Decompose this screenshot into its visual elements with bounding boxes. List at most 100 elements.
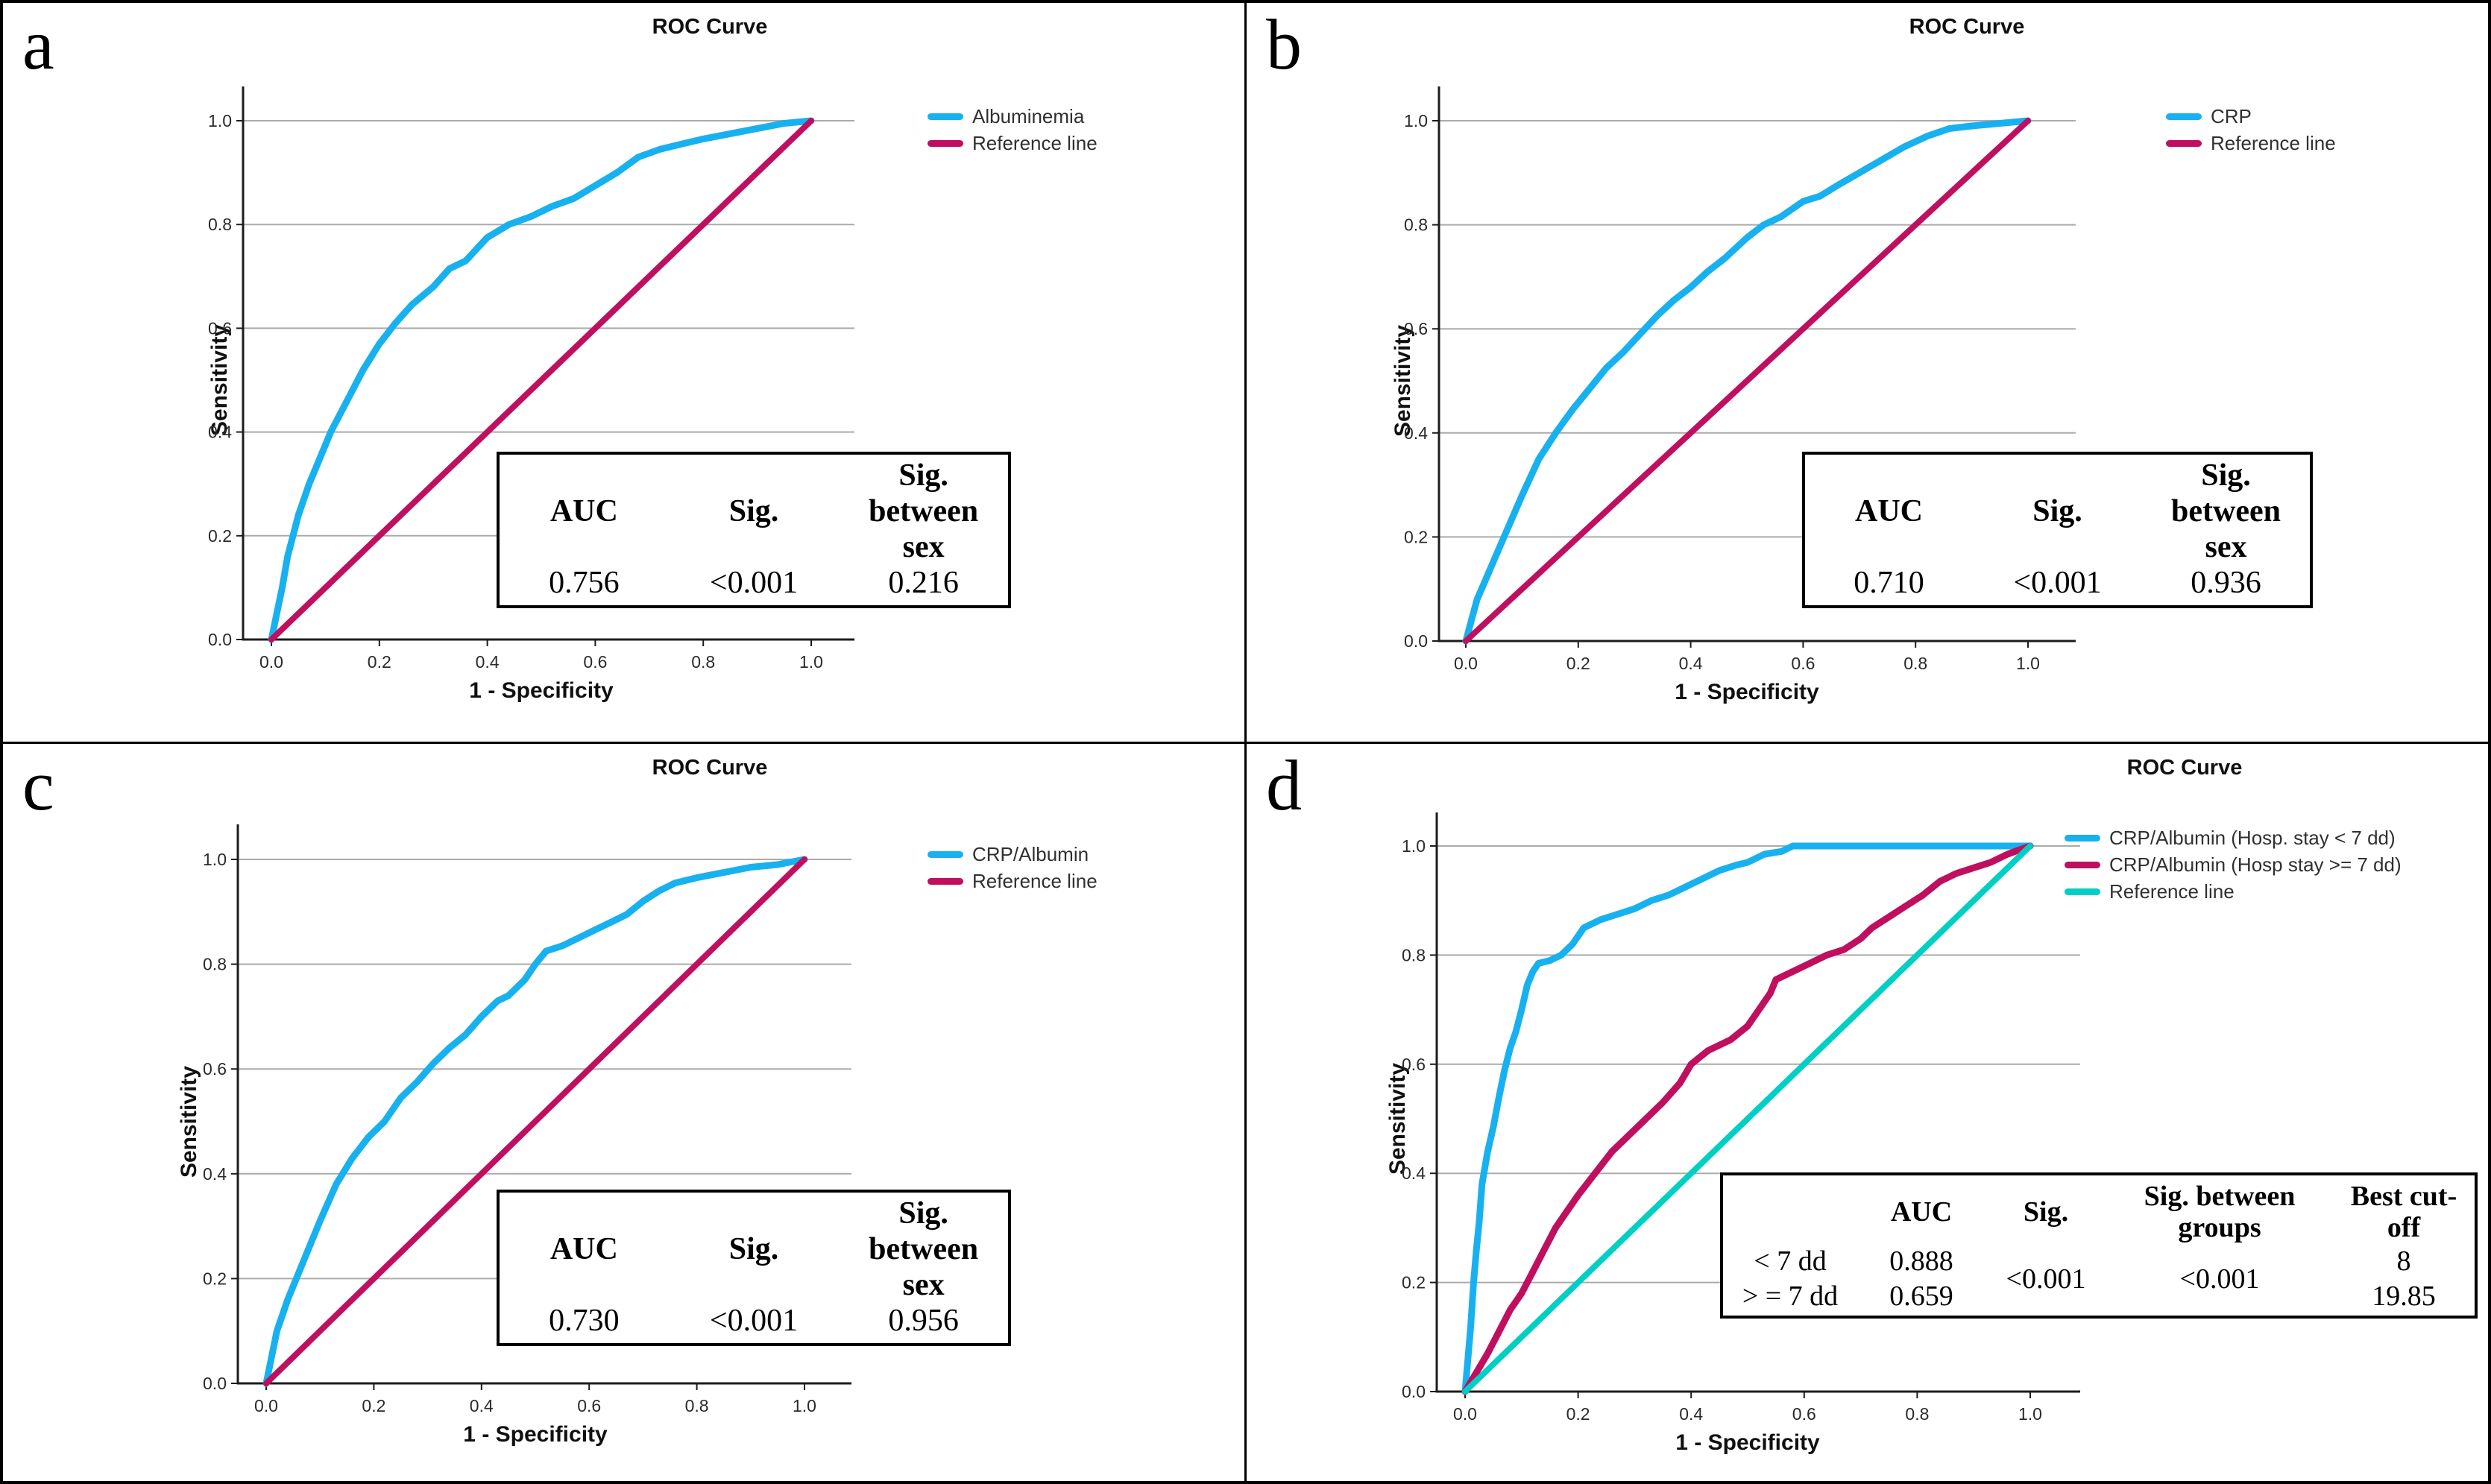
- stats-header: Sig. between sex: [869, 458, 979, 564]
- roc-plot: 0.0 0.2 0.4 0.6 0.8 1.0 0.0 0.2 0.4 0.6 0.8 1.0: [1402, 812, 2080, 1424]
- x-tick-label: 0.6: [577, 1396, 601, 1415]
- x-tick-label: 1.0: [799, 652, 823, 672]
- y-tick-label: 0.4: [1402, 1163, 1426, 1183]
- stats-cell: 8: [2396, 1245, 2411, 1277]
- y-tick-label: 0.0: [208, 630, 232, 649]
- roc-curve: [1461, 842, 2034, 1395]
- stats-header: Sig.: [2032, 494, 2082, 528]
- y-tick-label: 0.6: [203, 1059, 227, 1079]
- y-tick-label: 0.2: [208, 526, 232, 546]
- legend-item: Reference line: [928, 869, 1098, 892]
- x-tick-label: 0.8: [691, 652, 715, 672]
- stats-cell: 19.85: [2372, 1281, 2436, 1313]
- legend: CRP Reference line: [2166, 104, 2336, 154]
- stats-header: AUC: [549, 1232, 618, 1266]
- stats-cell: 0.710: [1854, 566, 1924, 600]
- legend-label: CRP: [2211, 104, 2252, 127]
- legend-item: Albuminemia: [928, 104, 1098, 127]
- x-tick-label: 1.0: [2018, 1404, 2042, 1424]
- panel-divider-horizontal: [3, 742, 2488, 744]
- roc-plot: 0.0 0.2 0.4 0.6 0.8 1.0 0.0 0.2 0.4 0.6 0.8 1.0: [1404, 86, 2076, 673]
- stats-cell: < 7 dd: [1754, 1245, 1827, 1277]
- panel-a: a ROC Curve Sensitivity 1 - Specificity …: [3, 3, 1244, 742]
- y-tick-label: 0.4: [1404, 423, 1428, 443]
- x-tick-label: 0.0: [1453, 1404, 1477, 1424]
- x-tick-label: 0.8: [685, 1396, 709, 1415]
- legend-swatch: [2166, 113, 2202, 120]
- panel-letter: d: [1266, 745, 1302, 825]
- y-tick-label: 0.2: [1404, 527, 1428, 546]
- y-tick-label: 0.8: [203, 955, 227, 974]
- x-tick-label: 0.0: [254, 1396, 278, 1415]
- x-tick-label: 0.4: [476, 652, 500, 672]
- legend-swatch: [2065, 888, 2100, 895]
- x-axis-label: 1 - Specificity: [1675, 680, 1819, 704]
- stats-header: AUC: [1890, 1196, 1953, 1228]
- stats-cell: <0.001: [2006, 1263, 2086, 1295]
- x-tick-label: 0.6: [1791, 654, 1815, 673]
- y-tick-label: 0.8: [208, 215, 232, 234]
- legend-label: CRP/Albumin (Hosp stay >= 7 dd): [2109, 853, 2402, 876]
- x-tick-label: 0.2: [362, 1396, 385, 1415]
- x-axis-label: 1 - Specificity: [469, 678, 614, 703]
- x-tick-label: 0.8: [1905, 1404, 1929, 1424]
- roc-curve: [268, 117, 815, 643]
- legend-label: Reference line: [2211, 131, 2336, 154]
- stats-cell: <0.001: [2013, 566, 2102, 600]
- y-tick-label: 1.0: [203, 850, 227, 869]
- legend-label: Reference line: [972, 869, 1098, 892]
- stats-header: AUC: [549, 494, 618, 528]
- stats-table-container: AUC Sig. Sig. between groups Best cut-off < …: [1720, 1172, 2478, 1319]
- stats-cell: 0.216: [888, 566, 959, 600]
- y-tick-label: 1.0: [1402, 836, 1426, 856]
- legend-swatch: [928, 850, 963, 858]
- legend-item: Reference line: [2166, 131, 2336, 154]
- stats-cell: 0.756: [549, 566, 620, 600]
- x-tick-label: 1.0: [2016, 654, 2040, 673]
- legend-swatch: [2065, 861, 2100, 868]
- roc-curve: [1463, 118, 2031, 644]
- stats-cell: 0.659: [1889, 1281, 1953, 1313]
- stats-cell: 0.888: [1889, 1245, 1953, 1277]
- panel-c: c ROC Curve Sensitivity 1 - Specificity …: [3, 744, 1244, 1481]
- x-axis-label: 1 - Specificity: [463, 1422, 608, 1447]
- legend-label: Albuminemia: [972, 104, 1085, 127]
- stats-header: Best cut-off: [2350, 1180, 2457, 1243]
- chart-title: ROC Curve: [652, 756, 768, 780]
- legend-item: Reference line: [928, 132, 1098, 154]
- legend-swatch: [928, 113, 963, 120]
- x-tick-label: 0.0: [1454, 654, 1478, 673]
- legend-item: CRP: [2166, 104, 2336, 127]
- stats-cell: 0.956: [888, 1304, 959, 1338]
- y-tick-label: 0.2: [1402, 1273, 1426, 1292]
- x-tick-label: 0.4: [1679, 1404, 1703, 1424]
- roc-curve: [1462, 843, 2033, 1395]
- roc-plot: 0.0 0.2 0.4 0.6 0.8 1.0 0.0 0.2 0.4 0.6 0.8 1.0: [208, 86, 854, 672]
- roc-curve: [1462, 117, 2032, 645]
- y-tick-label: 0.6: [1404, 319, 1428, 338]
- panel-letter: c: [22, 745, 54, 825]
- stats-header: Sig.: [2023, 1196, 2069, 1228]
- stats-table: AUC Sig. Sig. between sex 0.710 <0.001 0.936: [1802, 452, 2313, 608]
- x-tick-label: 0.8: [1903, 654, 1927, 673]
- stats-header: Sig. between sex: [869, 1196, 979, 1302]
- legend: Albuminemia Reference line: [928, 104, 1098, 154]
- stats-header: Sig. between groups: [2144, 1180, 2296, 1243]
- stats-header: [1722, 1174, 1857, 1245]
- roc-curve: [263, 856, 807, 1386]
- x-tick-label: 0.4: [470, 1396, 494, 1415]
- chart-title: ROC Curve: [652, 15, 768, 39]
- legend-swatch: [928, 139, 963, 147]
- x-tick-label: 0.2: [368, 652, 391, 672]
- stats-header: Sig.: [728, 494, 779, 528]
- legend-swatch: [2065, 834, 2100, 842]
- stats-cell: <0.001: [2179, 1263, 2260, 1295]
- legend-item: CRP/Albumin (Hosp stay >= 7 dd): [2065, 853, 2402, 876]
- y-tick-label: 0.6: [208, 318, 232, 338]
- roc-curve: [1461, 842, 2034, 1395]
- x-tick-label: 1.0: [793, 1396, 816, 1415]
- y-tick-label: 0.4: [208, 423, 232, 442]
- stats-cell: <0.001: [709, 566, 799, 600]
- y-tick-label: 0.2: [203, 1269, 227, 1288]
